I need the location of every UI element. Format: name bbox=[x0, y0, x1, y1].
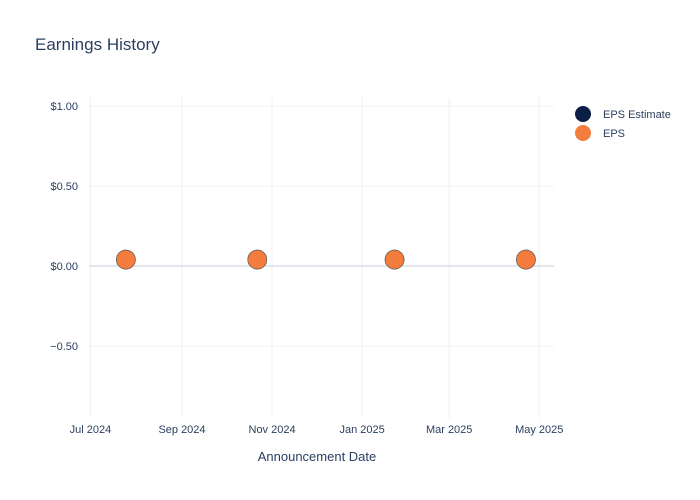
y-tick-label: $0.00 bbox=[50, 261, 78, 273]
chart-title: Earnings History bbox=[35, 35, 160, 54]
x-tick-label: Jul 2024 bbox=[70, 424, 112, 436]
y-tick-label: $0.50 bbox=[50, 181, 78, 193]
x-tick-label: Nov 2024 bbox=[249, 424, 296, 436]
legend-label: EPS Estimate bbox=[603, 109, 671, 121]
y-tick-label: −0.50 bbox=[50, 341, 78, 353]
axis-ticks: Jul 2024 Sep 2024 Nov 2024 Jan 2025 Mar 2025… bbox=[50, 101, 563, 436]
y-tick-label: $1.00 bbox=[50, 101, 78, 113]
legend: EPS Estimate EPS bbox=[575, 106, 671, 141]
legend-label: EPS bbox=[603, 128, 625, 140]
legend-marker bbox=[575, 106, 591, 122]
data-points bbox=[116, 249, 536, 270]
x-axis-title: Announcement Date bbox=[258, 449, 377, 464]
eps-point bbox=[516, 249, 536, 270]
grid bbox=[89, 98, 554, 418]
eps-point bbox=[247, 249, 268, 270]
legend-marker bbox=[575, 125, 591, 141]
x-tick-label: Jan 2025 bbox=[339, 424, 384, 436]
x-tick-label: May 2025 bbox=[515, 424, 563, 436]
x-tick-label: Sep 2024 bbox=[158, 424, 205, 436]
eps-point bbox=[384, 249, 405, 270]
x-tick-label: Mar 2025 bbox=[426, 424, 472, 436]
eps-point bbox=[116, 249, 136, 270]
